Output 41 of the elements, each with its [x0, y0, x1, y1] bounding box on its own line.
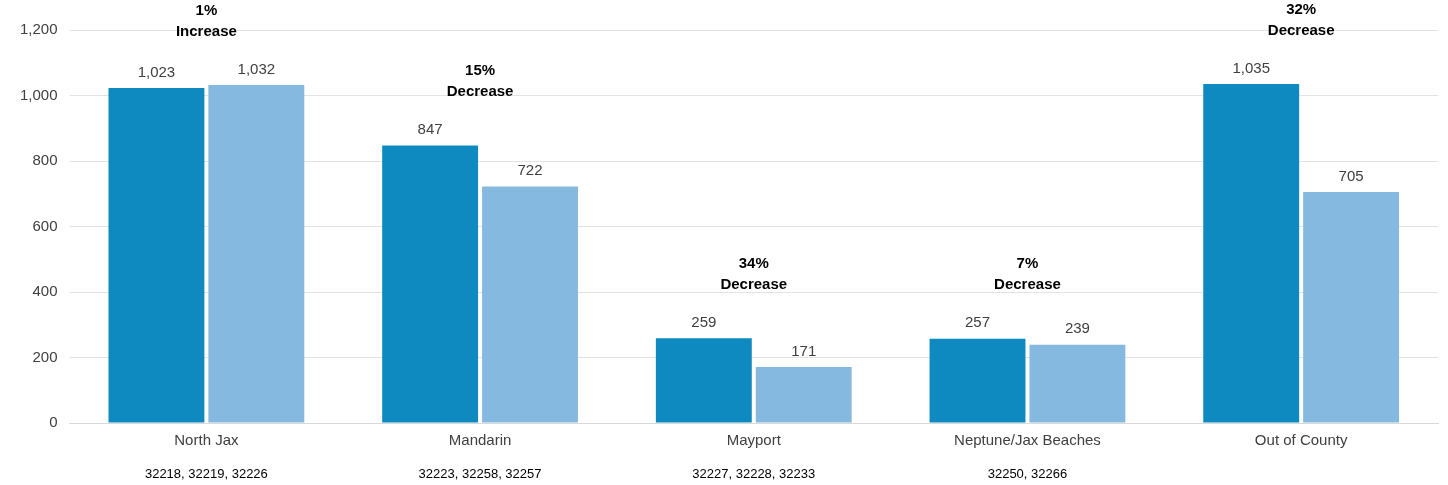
text: 32218, 32219, 32226 [144, 465, 268, 481]
x-tick-label: Mandarin [448, 431, 512, 449]
y-tick-label: 0 [49, 413, 58, 431]
data-label: 1,035 [1232, 58, 1270, 76]
annotation: 32% Decrease [1267, 0, 1335, 38]
bar [655, 338, 752, 423]
data-label: 1,023 [137, 62, 176, 80]
text: 32227, 32228, 32233 [692, 465, 816, 481]
bar [1303, 192, 1400, 423]
x-tick-label: Neptune/Jax Beaches [954, 431, 1101, 449]
y-tick-label: 200 [32, 347, 58, 365]
y-tick-label: 1,000 [19, 85, 58, 103]
bar [108, 87, 205, 423]
data-label: 171 [791, 341, 817, 359]
text: 32223, 32258, 32257 [418, 465, 542, 481]
bar [1203, 84, 1300, 423]
data-label: 1,032 [237, 59, 276, 77]
x-tick-label: Out of County [1254, 431, 1348, 449]
data-label: 705 [1338, 166, 1364, 184]
data-label: 722 [517, 161, 543, 179]
text: 32250, 32266 [987, 465, 1068, 481]
annotation: 15% Decrease [446, 61, 514, 100]
y-tick-label: 1,200 [19, 20, 58, 38]
data-label: 239 [1064, 319, 1090, 337]
y-tick-label: 400 [32, 282, 58, 300]
bar [382, 145, 479, 423]
x-tick-label: North Jax [174, 431, 239, 449]
data-label: 259 [691, 312, 717, 330]
bar [208, 85, 305, 423]
annotation: 34% Decrease [720, 253, 788, 292]
y-tick-label: 800 [32, 151, 58, 169]
x-tick-label: Mayport [726, 431, 782, 449]
data-label: 257 [965, 313, 991, 331]
bar [482, 186, 578, 423]
data-label: 847 [417, 120, 443, 138]
bar [1029, 344, 1126, 423]
annotation: 7% Decrease [994, 254, 1061, 293]
annotation: 1% Increase [175, 0, 237, 39]
bar [929, 338, 1026, 423]
bar [755, 367, 852, 423]
y-tick-label: 600 [32, 216, 58, 234]
